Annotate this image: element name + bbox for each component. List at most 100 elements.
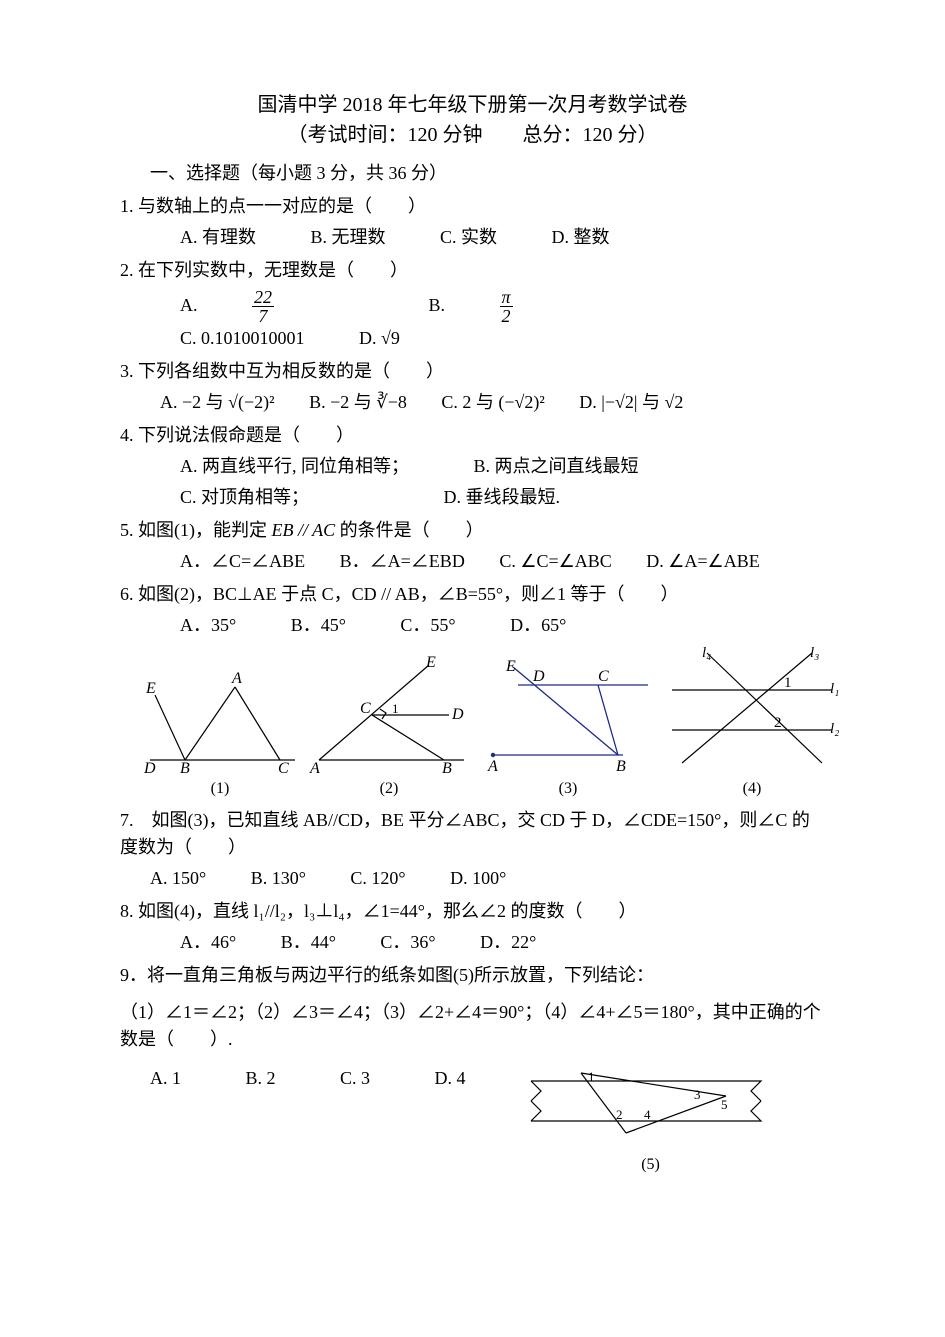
- q4-options-row2: C. 对顶角相等； D. 垂线段最短.: [180, 484, 825, 511]
- q9-opt-b: B. 2: [246, 1068, 276, 1088]
- question-9: 9．将一直角三角板与两边平行的纸条如图(5)所示放置，下列结论： （1）∠1＝∠…: [120, 962, 825, 1177]
- fig2-label-a: A: [309, 760, 320, 775]
- q7-opt-a: A. 150°: [150, 868, 206, 888]
- fig5-label-5: 5: [721, 1097, 728, 1112]
- figure-3-svg: E D C A B: [478, 655, 658, 775]
- q2-options: A. 22 7 B. π 2 C. 0.1010010001 D. √9: [180, 288, 825, 352]
- q1-opt-d: D. 整数: [552, 224, 610, 251]
- q4-options-row1: A. 两直线平行, 同位角相等； B. 两点之间直线最短: [180, 453, 825, 480]
- figures-row: E A D B C (1): [140, 645, 825, 801]
- q9-stem: 9．将一直角三角板与两边平行的纸条如图(5)所示放置，下列结论：: [120, 965, 654, 985]
- fraction-icon: π 2: [500, 288, 563, 325]
- fig4-label-a1: 1: [784, 675, 792, 691]
- question-1: 1. 与数轴上的点一一对应的是（ ） A. 有理数 B. 无理数 C. 实数 D…: [120, 193, 825, 251]
- figure-3-caption: (3): [478, 777, 658, 801]
- q2-stem: 2. 在下列实数中，无理数是（ ）: [120, 260, 408, 280]
- figure-1: E A D B C (1): [140, 665, 300, 801]
- fig3-label-b: B: [616, 758, 626, 775]
- q1-opt-b: B. 无理数: [311, 224, 386, 251]
- q6-opt-b: B．45°: [291, 612, 346, 639]
- figure-4-caption: (4): [662, 777, 842, 801]
- q3-options: A. −2 与 √(−2)² B. −2 与 ∛−8 C. 2 与 (−√2)²…: [160, 389, 825, 416]
- q5-stem-post: 的条件是（ ）: [335, 520, 484, 540]
- figure-5: 1 2 3 4 5 (5): [526, 1061, 776, 1177]
- question-7: 7. 如图(3)，已知直线 AB//CD，BE 平分∠ABC，交 CD 于 D，…: [120, 807, 825, 892]
- figure-4: l₁ l₂ l₃ l₄ 1 2 (4): [662, 645, 842, 801]
- q8-opt-d: D．22°: [480, 932, 536, 952]
- q2-a-num: 22: [252, 288, 274, 307]
- q8-opt-c: C．36°: [380, 932, 435, 952]
- q3-stem: 3. 下列各组数中互为相反数的是（ ）: [120, 361, 444, 381]
- fig4-label-l2: l₂: [830, 721, 839, 737]
- fig5-label-4: 4: [644, 1107, 651, 1122]
- fig5-label-3: 3: [694, 1087, 701, 1102]
- fraction-icon: 22 7: [252, 288, 324, 325]
- question-5: 5. 如图(1)，能判定 EB // AC 的条件是（ ） A．∠C=∠ABE …: [120, 517, 825, 575]
- fig1-label-a: A: [231, 670, 242, 687]
- q1-stem: 1. 与数轴上的点一一对应的是（ ）: [120, 196, 426, 216]
- q1-opt-c: C. 实数: [440, 224, 497, 251]
- q6-opt-c: C．55°: [400, 612, 455, 639]
- q8-options: A．46° B．44° C．36° D．22°: [180, 929, 825, 956]
- q9-opt-a: A. 1: [150, 1068, 181, 1088]
- figure-5-svg: 1 2 3 4 5: [526, 1061, 776, 1151]
- fig3-label-d: D: [532, 668, 545, 685]
- q7-options: A. 150° B. 130° C. 120° D. 100°: [150, 865, 825, 892]
- fig1-label-d: D: [143, 760, 156, 775]
- q2-opt-a: A. 22 7: [180, 288, 374, 325]
- fig2-label-d: D: [451, 706, 464, 723]
- q2-opt-d: D. √9: [359, 325, 400, 352]
- q7-opt-c: C. 120°: [350, 868, 405, 888]
- figure-2-caption: (2): [304, 777, 474, 801]
- q5-opt-a: A．∠C=∠ABE: [180, 548, 305, 575]
- q9-opt-d: D. 4: [435, 1068, 466, 1088]
- q1-opt-a: A. 有理数: [180, 224, 256, 251]
- q5-stem-pre: 5. 如图(1)，能判定: [120, 520, 272, 540]
- q2-opt-b-pre: B.: [429, 292, 446, 319]
- q7-stem: 7. 如图(3)，已知直线 AB//CD，BE 平分∠ABC，交 CD 于 D，…: [120, 810, 810, 857]
- figure-4-svg: l₁ l₂ l₃ l₄ 1 2: [662, 645, 842, 775]
- q5-stem-mid: EB // AC: [272, 520, 336, 540]
- q3-opt-a: A. −2 与 √(−2)²: [160, 389, 275, 416]
- fig1-label-c: C: [278, 760, 289, 775]
- figure-2-svg: E C D A B 1: [304, 655, 474, 775]
- fig2-label-c: C: [360, 700, 371, 717]
- q3-opt-b: B. −2 与 ∛−8: [309, 389, 407, 416]
- q1-options: A. 有理数 B. 无理数 C. 实数 D. 整数: [180, 224, 825, 251]
- fig1-label-e: E: [145, 680, 156, 697]
- fig3-label-e: E: [505, 658, 516, 675]
- figure-2: E C D A B 1 (2): [304, 655, 474, 801]
- figure-3: E D C A B (3): [478, 655, 658, 801]
- fig4-label-l3: l₃: [810, 645, 819, 661]
- q9-list: （1）∠1＝∠2；（2）∠3＝∠4；（3）∠2+∠4＝90°；（4）∠4+∠5＝…: [120, 1002, 821, 1049]
- q5-options: A．∠C=∠ABE B．∠A=∠EBD C. ∠C=∠ABC D. ∠A=∠AB…: [180, 548, 825, 575]
- figure-1-caption: (1): [140, 777, 300, 801]
- fig2-label-b: B: [442, 760, 452, 775]
- q4-opt-b: B. 两点之间直线最短: [474, 453, 639, 480]
- q3-opt-c: C. 2 与 (−√2)²: [441, 389, 544, 416]
- q6-stem: 6. 如图(2)，BC⊥AE 于点 C，CD // AB，∠B=55°，则∠1 …: [120, 584, 679, 604]
- question-8: 8. 如图(4)，直线 l₁//l₂，l₃⊥l₄，∠1=44°，那么∠2 的度数…: [120, 898, 825, 956]
- fig4-label-l1: l₁: [830, 681, 839, 697]
- fig5-label-1: 1: [588, 1069, 595, 1084]
- q4-stem: 4. 下列说法假命题是（ ）: [120, 425, 354, 445]
- q7-opt-b: B. 130°: [251, 868, 306, 888]
- q5-opt-b: B．∠A=∠EBD: [340, 548, 465, 575]
- question-2: 2. 在下列实数中，无理数是（ ） A. 22 7 B. π 2 C. 0.10…: [120, 257, 825, 352]
- q4-opt-d: D. 垂线段最短.: [444, 484, 561, 511]
- q2-opt-c: C. 0.1010010001: [180, 325, 305, 352]
- q9-opt-c: C. 3: [340, 1068, 370, 1088]
- exam-page: 国清中学 2018 年七年级下册第一次月考数学试卷 （考试时间：120 分钟 总…: [0, 0, 945, 1337]
- q4-opt-a: A. 两直线平行, 同位角相等；: [180, 453, 409, 480]
- question-3: 3. 下列各组数中互为相反数的是（ ） A. −2 与 √(−2)² B. −2…: [120, 358, 825, 416]
- q5-opt-d: D. ∠A=∠ABE: [646, 548, 759, 575]
- fig4-label-a2: 2: [774, 715, 782, 731]
- q8-stem: 8. 如图(4)，直线 l₁//l₂，l₃⊥l₄，∠1=44°，那么∠2 的度数…: [120, 901, 636, 921]
- figure-1-svg: E A D B C: [140, 665, 300, 775]
- q7-opt-d: D. 100°: [450, 868, 506, 888]
- q2-b-num: π: [500, 288, 513, 307]
- q2-a-den: 7: [252, 307, 274, 325]
- q2-opt-a-pre: A.: [180, 292, 198, 319]
- section-1-heading: 一、选择题（每小题 3 分，共 36 分）: [150, 160, 825, 187]
- fig5-label-2: 2: [616, 1107, 623, 1122]
